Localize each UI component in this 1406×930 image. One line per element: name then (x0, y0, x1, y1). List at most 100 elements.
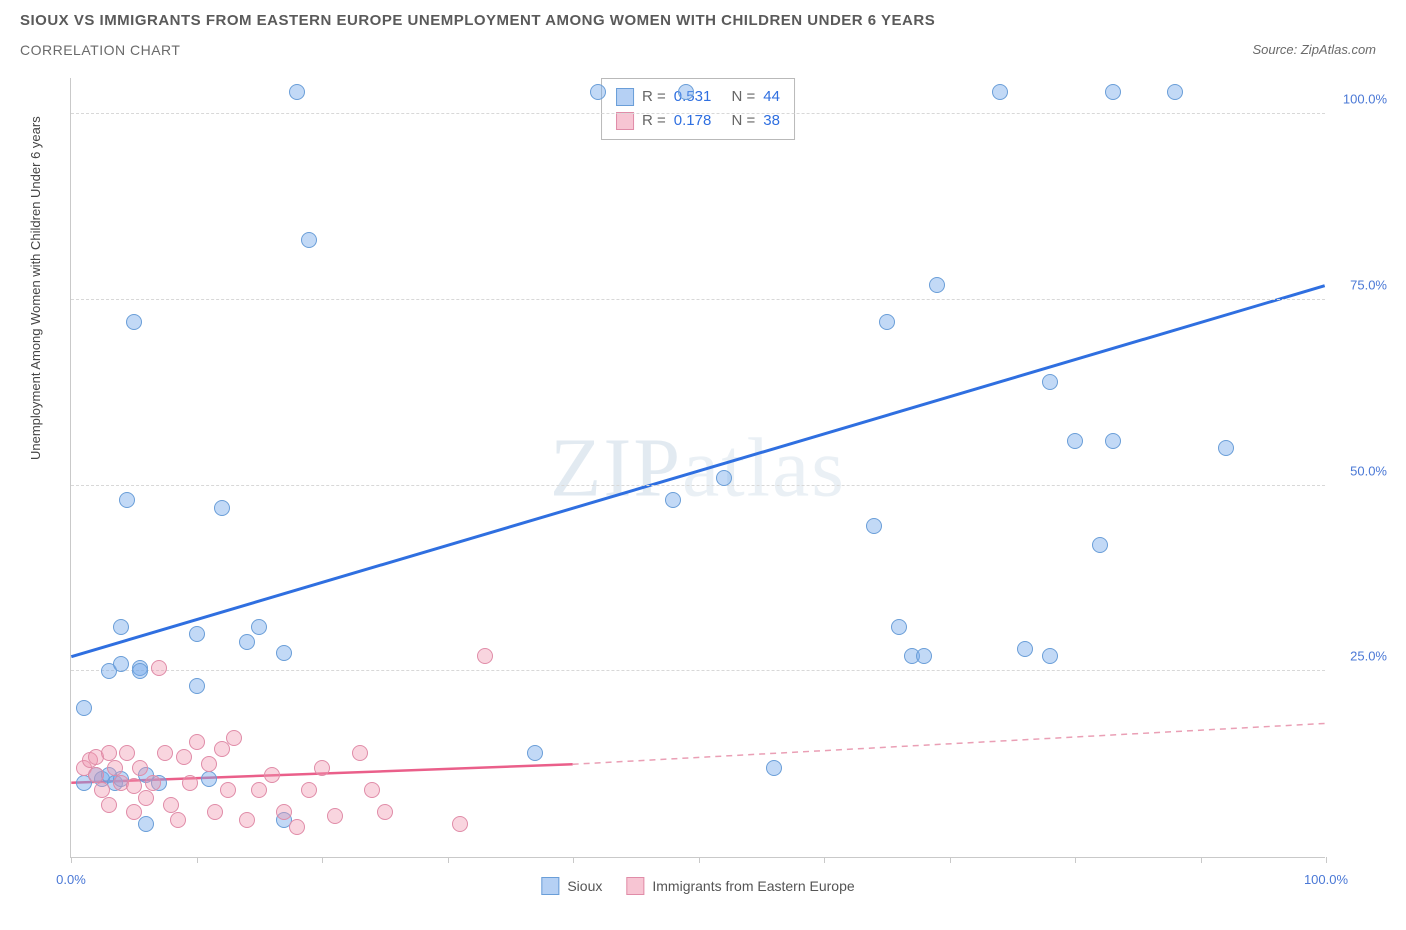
point-sioux (1042, 648, 1058, 664)
point-sioux (138, 816, 154, 832)
point-immigrants (119, 745, 135, 761)
point-immigrants (182, 775, 198, 791)
point-sioux (189, 678, 205, 694)
legend-row-sioux: R = 0.531 N = 44 (616, 85, 780, 109)
gridline (71, 299, 1325, 300)
point-immigrants (126, 804, 142, 820)
x-tick (322, 857, 323, 863)
point-immigrants (226, 730, 242, 746)
point-sioux (301, 232, 317, 248)
point-sioux (1042, 374, 1058, 390)
y-axis-label: Unemployment Among Women with Children U… (28, 116, 43, 460)
legend-item-sioux: Sioux (541, 877, 602, 895)
swatch-blue-icon (616, 88, 634, 106)
point-sioux (239, 634, 255, 650)
gridline (71, 485, 1325, 486)
gridline (71, 670, 1325, 671)
x-tick (448, 857, 449, 863)
point-immigrants (201, 756, 217, 772)
x-tick (573, 857, 574, 863)
legend-stats-box: R = 0.531 N = 44 R = 0.178 N = 38 (601, 78, 795, 140)
point-immigrants (352, 745, 368, 761)
x-tick (1075, 857, 1076, 863)
point-immigrants (264, 767, 280, 783)
point-sioux (992, 84, 1008, 100)
point-sioux (590, 84, 606, 100)
point-immigrants (94, 782, 110, 798)
point-sioux (716, 470, 732, 486)
y-tick-label: 100.0% (1343, 92, 1387, 107)
point-sioux (678, 84, 694, 100)
point-sioux (113, 619, 129, 635)
point-sioux (119, 492, 135, 508)
y-tick-label: 50.0% (1350, 463, 1387, 478)
swatch-blue-icon (541, 877, 559, 895)
point-sioux (1105, 433, 1121, 449)
point-immigrants (88, 767, 104, 783)
point-sioux (289, 84, 305, 100)
swatch-pink-icon (616, 112, 634, 130)
point-immigrants (170, 812, 186, 828)
x-tick (1326, 857, 1327, 863)
point-sioux (527, 745, 543, 761)
n-value-sioux: 44 (763, 85, 780, 109)
scatter-plot-area: ZIPatlas R = 0.531 N = 44 R = 0.178 N = … (70, 78, 1325, 858)
point-sioux (201, 771, 217, 787)
point-immigrants (107, 760, 123, 776)
point-immigrants (145, 775, 161, 791)
y-tick-label: 25.0% (1350, 649, 1387, 664)
chart-subtitle: CORRELATION CHART (20, 42, 180, 58)
point-sioux (665, 492, 681, 508)
point-immigrants (132, 760, 148, 776)
legend-label-sioux: Sioux (567, 878, 602, 894)
point-immigrants (327, 808, 343, 824)
gridline (71, 113, 1325, 114)
point-sioux (214, 500, 230, 516)
point-sioux (891, 619, 907, 635)
point-immigrants (377, 804, 393, 820)
point-immigrants (364, 782, 380, 798)
point-sioux (766, 760, 782, 776)
point-sioux (1017, 641, 1033, 657)
point-immigrants (477, 648, 493, 664)
point-immigrants (189, 734, 205, 750)
point-sioux (929, 277, 945, 293)
point-sioux (1092, 537, 1108, 553)
x-tick-label: 100.0% (1304, 872, 1348, 887)
y-tick-label: 75.0% (1350, 277, 1387, 292)
point-sioux (251, 619, 267, 635)
point-sioux (916, 648, 932, 664)
point-immigrants (452, 816, 468, 832)
point-immigrants (214, 741, 230, 757)
source-attribution: Source: ZipAtlas.com (1252, 42, 1376, 57)
point-immigrants (301, 782, 317, 798)
x-tick (71, 857, 72, 863)
x-tick-label: 0.0% (56, 872, 86, 887)
point-immigrants (176, 749, 192, 765)
point-immigrants (151, 660, 167, 676)
point-immigrants (239, 812, 255, 828)
point-sioux (1105, 84, 1121, 100)
x-tick (197, 857, 198, 863)
point-sioux (113, 656, 129, 672)
point-sioux (879, 314, 895, 330)
x-tick (699, 857, 700, 863)
legend-item-immigrants: Immigrants from Eastern Europe (626, 877, 854, 895)
swatch-pink-icon (626, 877, 644, 895)
point-immigrants (138, 790, 154, 806)
point-sioux (276, 645, 292, 661)
point-sioux (189, 626, 205, 642)
point-immigrants (276, 804, 292, 820)
trend-lines-layer (71, 78, 1325, 857)
point-sioux (1218, 440, 1234, 456)
point-immigrants (220, 782, 236, 798)
x-tick (824, 857, 825, 863)
legend-label-immigrants: Immigrants from Eastern Europe (652, 878, 854, 894)
n-label: N = (732, 85, 756, 109)
point-immigrants (289, 819, 305, 835)
x-tick (1201, 857, 1202, 863)
legend-bottom: Sioux Immigrants from Eastern Europe (541, 877, 854, 895)
point-sioux (126, 314, 142, 330)
point-immigrants (163, 797, 179, 813)
point-immigrants (101, 797, 117, 813)
